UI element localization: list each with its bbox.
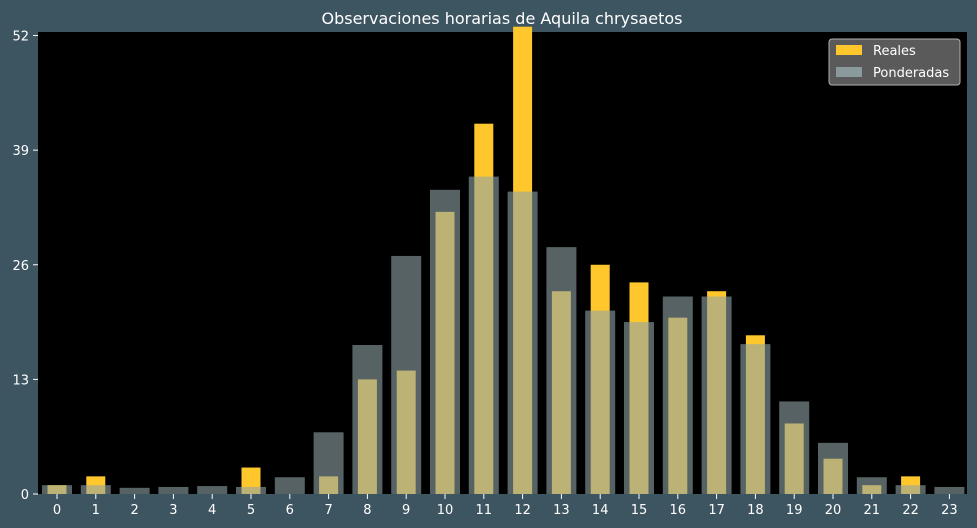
plot-area [38, 32, 967, 494]
x-tick-label: 18 [747, 503, 764, 518]
bar-ponderadas-19 [779, 401, 810, 494]
bars-layer [42, 26, 965, 495]
x-tick-label: 21 [864, 503, 881, 518]
legend-label-reales: Reales [873, 44, 916, 59]
y-tick-label: 26 [12, 259, 29, 274]
bar-ponderadas-8 [352, 344, 383, 494]
y-tick-label: 39 [12, 144, 29, 159]
y-tick-label: 13 [12, 373, 29, 388]
bar-ponderadas-3 [158, 486, 189, 494]
x-tick-label: 7 [324, 503, 332, 518]
legend-label-ponderadas: Ponderadas [873, 66, 949, 81]
bar-ponderadas-2 [119, 487, 150, 494]
x-tick-label: 16 [670, 503, 687, 518]
x-tick-label: 12 [514, 503, 531, 518]
bar-ponderadas-14 [585, 310, 616, 494]
bar-ponderadas-16 [662, 296, 693, 494]
bar-ponderadas-9 [391, 255, 422, 494]
chart-title: Observaciones horarias de Aquila chrysae… [322, 9, 683, 28]
x-tick-label: 15 [631, 503, 648, 518]
x-tick-label: 3 [169, 503, 177, 518]
bar-ponderadas-10 [430, 189, 460, 494]
x-tick-label: 11 [476, 503, 493, 518]
x-tick-label: 5 [247, 503, 255, 518]
legend: Reales Ponderadas [828, 38, 961, 86]
x-tick-label: 22 [902, 503, 919, 518]
bar-ponderadas-15 [624, 322, 654, 494]
x-tick-label: 1 [92, 503, 100, 518]
x-tick-label: 20 [825, 503, 842, 518]
bar-ponderadas-0 [42, 485, 72, 494]
bar-ponderadas-11 [468, 176, 499, 495]
legend-swatch-reales [836, 45, 862, 55]
x-tick-label: 8 [363, 503, 371, 518]
legend-swatch-ponderadas [836, 67, 862, 77]
bar-ponderadas-7 [313, 432, 344, 494]
x-tick-label: 14 [592, 503, 609, 518]
bar-ponderadas-18 [740, 344, 771, 494]
x-tick-label: 0 [53, 503, 61, 518]
x-tick-label: 13 [553, 503, 570, 518]
x-tick-label: 23 [941, 503, 958, 518]
x-tick-label: 6 [286, 503, 294, 518]
bar-ponderadas-5 [236, 486, 266, 494]
bar-ponderadas-21 [856, 477, 887, 494]
bar-ponderadas-17 [701, 296, 732, 494]
x-tick-label: 9 [402, 503, 410, 518]
y-tick-label: 0 [21, 488, 29, 503]
bar-ponderadas-13 [546, 247, 577, 494]
y-tick-label: 52 [12, 30, 29, 45]
bar-ponderadas-4 [197, 486, 228, 494]
x-tick-label: 19 [786, 503, 803, 518]
bar-ponderadas-6 [274, 477, 305, 494]
bar-ponderadas-23 [934, 486, 965, 494]
bar-ponderadas-1 [80, 485, 111, 494]
x-tick-label: 17 [708, 503, 725, 518]
bar-ponderadas-12 [507, 191, 538, 494]
bar-ponderadas-22 [895, 485, 926, 494]
x-tick-label: 10 [437, 503, 454, 518]
x-tick-label: 4 [208, 503, 216, 518]
bar-ponderadas-20 [818, 442, 848, 494]
x-tick-label: 2 [130, 503, 138, 518]
